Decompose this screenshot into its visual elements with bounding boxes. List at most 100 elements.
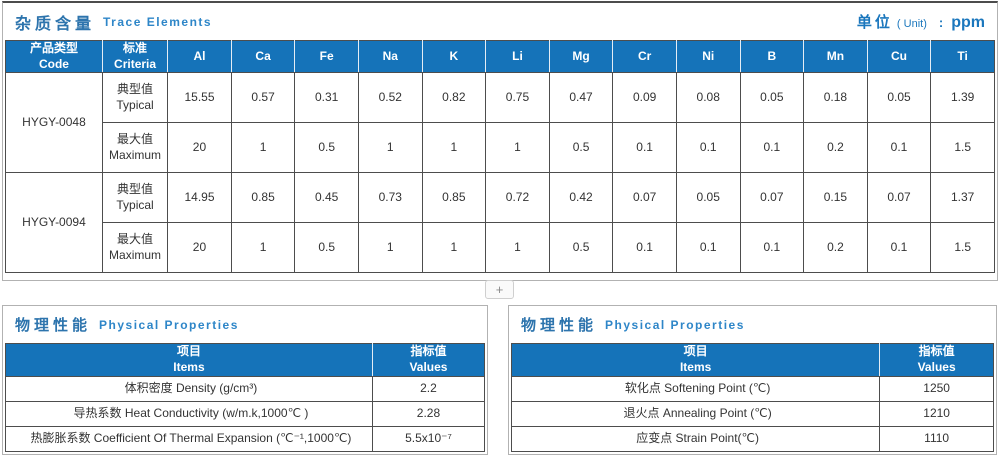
table-row-strain-point: 应变点 Strain Point(℃) 1110 [510,426,994,452]
value-cell: 0.07 [866,172,932,224]
value-cell: 20 [167,222,232,274]
value-cell: 0.15 [803,172,868,224]
value-cell: 0.07 [612,172,677,224]
table-row-annealing-point: 退火点 Annealing Point (℃) 1210 [510,401,994,427]
value-cell: 1 [230,122,296,174]
value-cell: 0.1 [739,222,805,274]
value-cell: 1 [485,122,550,174]
value-cell: 0.1 [866,122,932,174]
value-cell: 0.5 [548,222,614,274]
value-cell: 0.2 [803,222,868,274]
criteria-cell-maximum: 最大值 Maximum [101,222,169,274]
trace-title-zh: 杂质含量 [15,15,96,33]
value-cell: 0.1 [675,122,741,174]
value-cell: 1.39 [930,72,995,124]
criteria-cell-maximum: 最大值 Maximum [101,122,169,174]
physical-properties-left-panel: 物理性能 Physical Properties 项目 Items 指标值 Valu… [2,305,488,455]
value-cell: 0.5 [294,222,359,274]
item-cell: 导热系数 Heat Conductivity (w/m.k,1000℃ ) [5,401,373,427]
value-cell: 0.1 [612,222,677,274]
table-row-thermal-expansion: 热膨胀系数 Coefficient Of Thermal Expansion (… [5,426,486,452]
value-cell: 0.52 [357,72,423,124]
col-header-element: Al [167,39,232,74]
value-cell: 1.37 [930,172,995,224]
col-header-element: B [739,39,805,74]
col-header-element: Mn [803,39,868,74]
value-cell: 2.28 [371,401,486,427]
col-header-items: 项目 Items [510,343,881,377]
table-row-0048-typical: HYGY-0048 典型值 Typical 15.55 0.57 0.31 0.5… [5,72,995,174]
product-code-cell: HYGY-0094 [5,172,103,274]
value-cell: 0.1 [675,222,741,274]
unit-value: ppm [951,14,985,31]
col-header-element: Cu [866,39,932,74]
value-cell: 1 [230,222,296,274]
value-cell: 0.31 [294,72,359,124]
value-cell: 0.07 [739,172,805,224]
col-header-values: 指标值 Values [879,343,994,377]
value-cell: 0.73 [357,172,423,224]
physical-properties-left-table: 项目 Items 指标值 Values 体积密度 Density (g/cm³) 2… [5,343,486,452]
value-cell: 0.1 [739,122,805,174]
col-header-element: Li [485,39,550,74]
table-row-density: 体积密度 Density (g/cm³) 2.2 [5,376,486,402]
col-header-element: K [421,39,487,74]
value-cell: 0.5 [294,122,359,174]
product-code-cell: HYGY-0048 [5,72,103,174]
table-row-0094-maximum: 最大值 Maximum 20 1 0.5 1 1 1 0.5 0.1 0.1 0.… [6,222,995,274]
value-cell: 0.09 [612,72,677,124]
physical-right-title-bar: 物理性能 Physical Properties [509,306,996,343]
item-cell: 体积密度 Density (g/cm³) [5,376,373,402]
physical-left-header-row: 项目 Items 指标值 Values [5,343,486,377]
value-cell: 0.05 [675,172,741,224]
trace-elements-title-bar: 杂质含量 Trace Elements 单位 ( Unit) : ppm [3,3,997,40]
value-cell: 1 [357,122,423,174]
col-header-element: Cr [612,39,677,74]
value-cell: 1 [421,222,487,274]
value-cell: 2.2 [371,376,486,402]
value-cell: 1.5 [930,222,995,274]
value-cell: 0.18 [803,72,868,124]
value-cell: 0.82 [421,72,487,124]
table-row-heat-conductivity: 导热系数 Heat Conductivity (w/m.k,1000℃ ) 2.… [5,401,486,427]
trace-title-en: Trace Elements [103,14,213,29]
physical-right-title-zh: 物理性能 [521,317,598,334]
unit-label-en: ( Unit) [896,18,927,30]
item-cell: 退火点 Annealing Point (℃) [510,401,881,427]
table-row-0048-maximum: 最大值 Maximum 20 1 0.5 1 1 1 0.5 0.1 0.1 0.… [6,122,995,174]
value-cell: 0.05 [866,72,932,124]
value-cell: 0.08 [675,72,741,124]
item-cell: 热膨胀系数 Coefficient Of Thermal Expansion (… [5,426,373,452]
col-header-element: Ni [675,39,741,74]
add-section-button[interactable]: + [485,280,514,299]
col-header-items: 项目 Items [5,343,373,377]
physical-left-title-zh: 物理性能 [15,317,92,334]
col-header-element: Na [357,39,423,74]
value-cell: 15.55 [167,72,232,124]
value-cell: 1210 [879,401,994,427]
trace-elements-panel: 杂质含量 Trace Elements 单位 ( Unit) : ppm 产品类… [2,1,998,281]
value-cell: 1 [357,222,423,274]
unit-indicator: 单位 ( Unit) : ppm [857,11,985,32]
col-header-element: Ca [230,39,296,74]
col-header-element: Fe [294,39,359,74]
physical-right-title-en: Physical Properties [605,317,745,332]
value-cell: 0.45 [294,172,359,224]
criteria-cell-typical: 典型值 Typical [101,72,169,124]
value-cell: 0.5 [548,122,614,174]
value-cell: 1 [485,222,550,274]
unit-label-zh: 单位 [856,14,893,31]
table-row-softening-point: 软化点 Softening Point (℃) 1250 [510,376,994,402]
physical-properties-right-panel: 物理性能 Physical Properties 项目 Items 指标值 Valu… [508,305,997,455]
value-cell: 20 [167,122,232,174]
physical-properties-right-table: 项目 Items 指标值 Values 软化点 Softening Point (℃… [510,343,994,452]
value-cell: 5.5x10⁻⁷ [371,426,486,452]
value-cell: 0.05 [739,72,805,124]
item-cell: 软化点 Softening Point (℃) [510,376,881,402]
physical-left-title-en: Physical Properties [99,317,239,332]
col-header-element: Ti [930,39,995,74]
item-cell: 应变点 Strain Point(℃) [510,426,881,452]
value-cell: 0.42 [548,172,614,224]
value-cell: 0.1 [866,222,932,274]
value-cell: 1 [421,122,487,174]
